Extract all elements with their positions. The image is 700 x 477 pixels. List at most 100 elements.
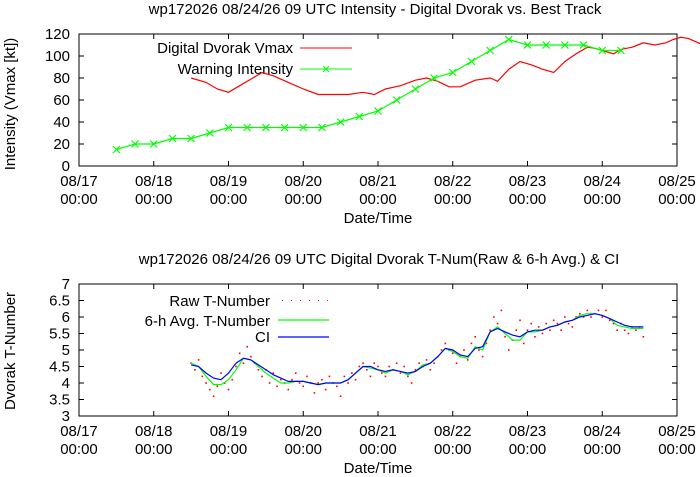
data-point-marker — [430, 74, 438, 82]
data-point — [541, 332, 544, 335]
x-tick-label-date: 08/21 — [359, 173, 397, 190]
x-tick-label-date: 08/25 — [658, 423, 696, 440]
data-point-marker — [448, 68, 457, 77]
data-point — [537, 326, 540, 328]
axis-ticks: 08/1700:0008/1800:0008/1900:0008/2000:00… — [49, 276, 696, 458]
data-point — [627, 332, 630, 335]
data-point — [250, 355, 252, 358]
data-point-marker — [168, 134, 177, 143]
data-point-marker — [205, 129, 214, 137]
data-point — [515, 329, 518, 331]
data-point-marker — [187, 134, 196, 143]
data-point — [324, 388, 327, 391]
data-point — [313, 392, 316, 394]
data-point-marker — [392, 96, 401, 104]
data-point — [496, 322, 499, 325]
x-tick-label-date: 08/22 — [434, 423, 472, 440]
y-tick-label: 6 — [62, 309, 70, 326]
data-point — [635, 329, 637, 331]
data-point-marker — [224, 123, 233, 132]
data-point — [351, 372, 353, 374]
data-point — [403, 365, 405, 368]
data-point — [481, 355, 484, 358]
data-point — [395, 362, 398, 364]
data-point — [466, 359, 469, 361]
data-point — [384, 375, 387, 378]
data-point — [500, 309, 503, 312]
data-point — [223, 382, 226, 384]
y-tick-label: 5 — [62, 342, 70, 359]
series-layer — [190, 309, 645, 397]
data-point-marker — [131, 140, 139, 148]
series-layer — [112, 35, 700, 154]
data-point — [522, 342, 525, 345]
data-point — [579, 312, 581, 315]
data-point — [597, 309, 600, 312]
data-point — [321, 378, 323, 381]
y-tick-label: 7 — [62, 276, 70, 293]
x-tick-label-time: 00:00 — [60, 441, 98, 458]
data-point-marker — [299, 123, 308, 132]
x-tick-label-time: 00:00 — [60, 191, 98, 208]
x-axis-label: Date/Time — [344, 460, 413, 477]
data-point — [623, 329, 626, 331]
y-tick-label: 100 — [45, 48, 70, 65]
data-point — [556, 322, 559, 325]
x-tick-label-time: 00:00 — [658, 441, 696, 458]
chart-title: wp172026 08/24/26 09 UTC Intensity - Dig… — [148, 1, 602, 18]
data-point — [317, 382, 319, 384]
x-tick-label-date: 08/17 — [60, 173, 98, 190]
x-tick-label-time: 00:00 — [509, 191, 547, 208]
data-point-marker — [523, 41, 532, 49]
x-tick-label-date: 08/22 — [434, 173, 472, 190]
x-tick-label-date: 08/24 — [583, 423, 621, 440]
legend-marker-warning — [322, 65, 330, 73]
data-point — [365, 369, 368, 371]
data-point — [257, 369, 260, 371]
y-tick-label: 20 — [53, 136, 70, 153]
x-tick-label-time: 00:00 — [434, 191, 472, 208]
data-point-marker — [355, 112, 364, 121]
x-tick-label-time: 00:00 — [210, 441, 248, 458]
y-tick-label: 120 — [45, 26, 70, 43]
data-point — [485, 342, 488, 345]
data-point — [201, 375, 204, 378]
x-tick-label-time: 00:00 — [658, 191, 696, 208]
data-point-marker — [112, 145, 121, 154]
series-line-digital-dvorak-vmax — [190, 36, 700, 96]
data-point — [575, 316, 577, 318]
data-point — [377, 365, 379, 368]
data-point — [564, 316, 566, 318]
x-tick-label-time: 00:00 — [509, 441, 547, 458]
y-tick-label: 4.5 — [49, 359, 70, 376]
data-point — [470, 342, 473, 345]
data-point — [552, 319, 555, 322]
x-tick-label-time: 00:00 — [359, 441, 397, 458]
data-point — [306, 375, 308, 378]
data-point-marker — [579, 41, 588, 49]
data-point-marker — [149, 140, 158, 148]
data-point — [220, 372, 222, 374]
data-point — [549, 329, 551, 331]
x-tick-label-date: 08/21 — [359, 423, 397, 440]
x-tick-label-date: 08/24 — [583, 173, 621, 190]
x-tick-label-date: 08/19 — [210, 423, 248, 440]
tnumber-chart: wp172026 08/24/26 09 UTC Digital Dvorak … — [2, 251, 696, 477]
y-tick-label: 40 — [53, 114, 70, 131]
y-tick-label: 4 — [62, 375, 70, 392]
data-point — [291, 378, 293, 381]
data-point — [560, 329, 562, 331]
x-tick-label-date: 08/18 — [135, 423, 173, 440]
data-point-marker — [261, 123, 270, 132]
data-point — [339, 395, 342, 397]
y-tick-label: 3.5 — [49, 392, 70, 409]
data-point-marker — [560, 41, 569, 49]
data-point — [231, 378, 234, 381]
data-point — [410, 382, 413, 384]
data-point — [489, 329, 491, 331]
data-point — [455, 362, 458, 364]
data-point — [388, 365, 391, 368]
data-point — [205, 382, 207, 384]
data-point-marker — [598, 46, 607, 55]
